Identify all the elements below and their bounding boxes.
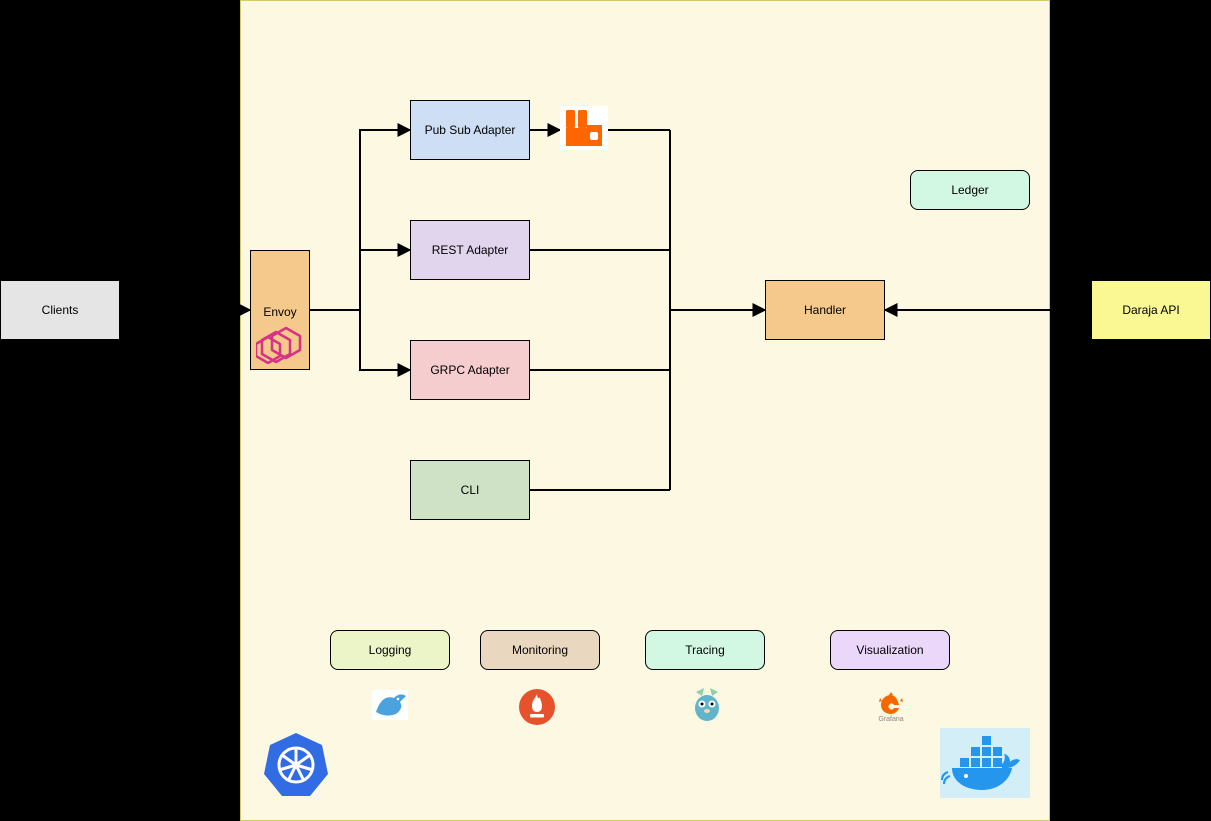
node-clients: Clients [0, 280, 120, 340]
node-label: Daraja API [1122, 303, 1179, 317]
node-label: Handler [804, 303, 846, 317]
docker-icon [940, 728, 1030, 798]
flame-icon [518, 688, 556, 726]
node-label: Pub Sub Adapter [425, 123, 516, 137]
node-logging: Logging [330, 630, 450, 670]
gopher-icon [688, 684, 726, 722]
diagram-canvas: Clients Envoy Pub Sub Adapter REST Adapt… [0, 0, 1211, 821]
node-label: GRPC Adapter [430, 363, 509, 377]
node-label: Ledger [951, 183, 988, 197]
bird-icon [372, 690, 408, 720]
node-cli: CLI [410, 460, 530, 520]
node-daraja: Daraja API [1091, 280, 1211, 340]
node-monitoring: Monitoring [480, 630, 600, 670]
node-label: REST Adapter [432, 243, 509, 257]
node-label: Envoy [263, 305, 296, 319]
node-label: Monitoring [512, 643, 568, 657]
node-label: Tracing [685, 643, 725, 657]
node-tracing: Tracing [645, 630, 765, 670]
grafana-icon: Grafana [873, 690, 909, 724]
envoy-icon [256, 326, 304, 364]
node-label: Logging [369, 643, 412, 657]
node-handler: Handler [765, 280, 885, 340]
grafana-label: Grafana [878, 716, 903, 723]
kubernetes-icon [260, 730, 332, 800]
node-label: CLI [461, 483, 480, 497]
node-visualization: Visualization [830, 630, 950, 670]
node-label: Clients [42, 303, 79, 317]
node-rest: REST Adapter [410, 220, 530, 280]
node-ledger: Ledger [910, 170, 1030, 210]
rabbitmq-icon [560, 106, 608, 150]
system-container [240, 0, 1050, 821]
node-label: Visualization [856, 643, 923, 657]
node-grpc: GRPC Adapter [410, 340, 530, 400]
node-pubsub: Pub Sub Adapter [410, 100, 530, 160]
